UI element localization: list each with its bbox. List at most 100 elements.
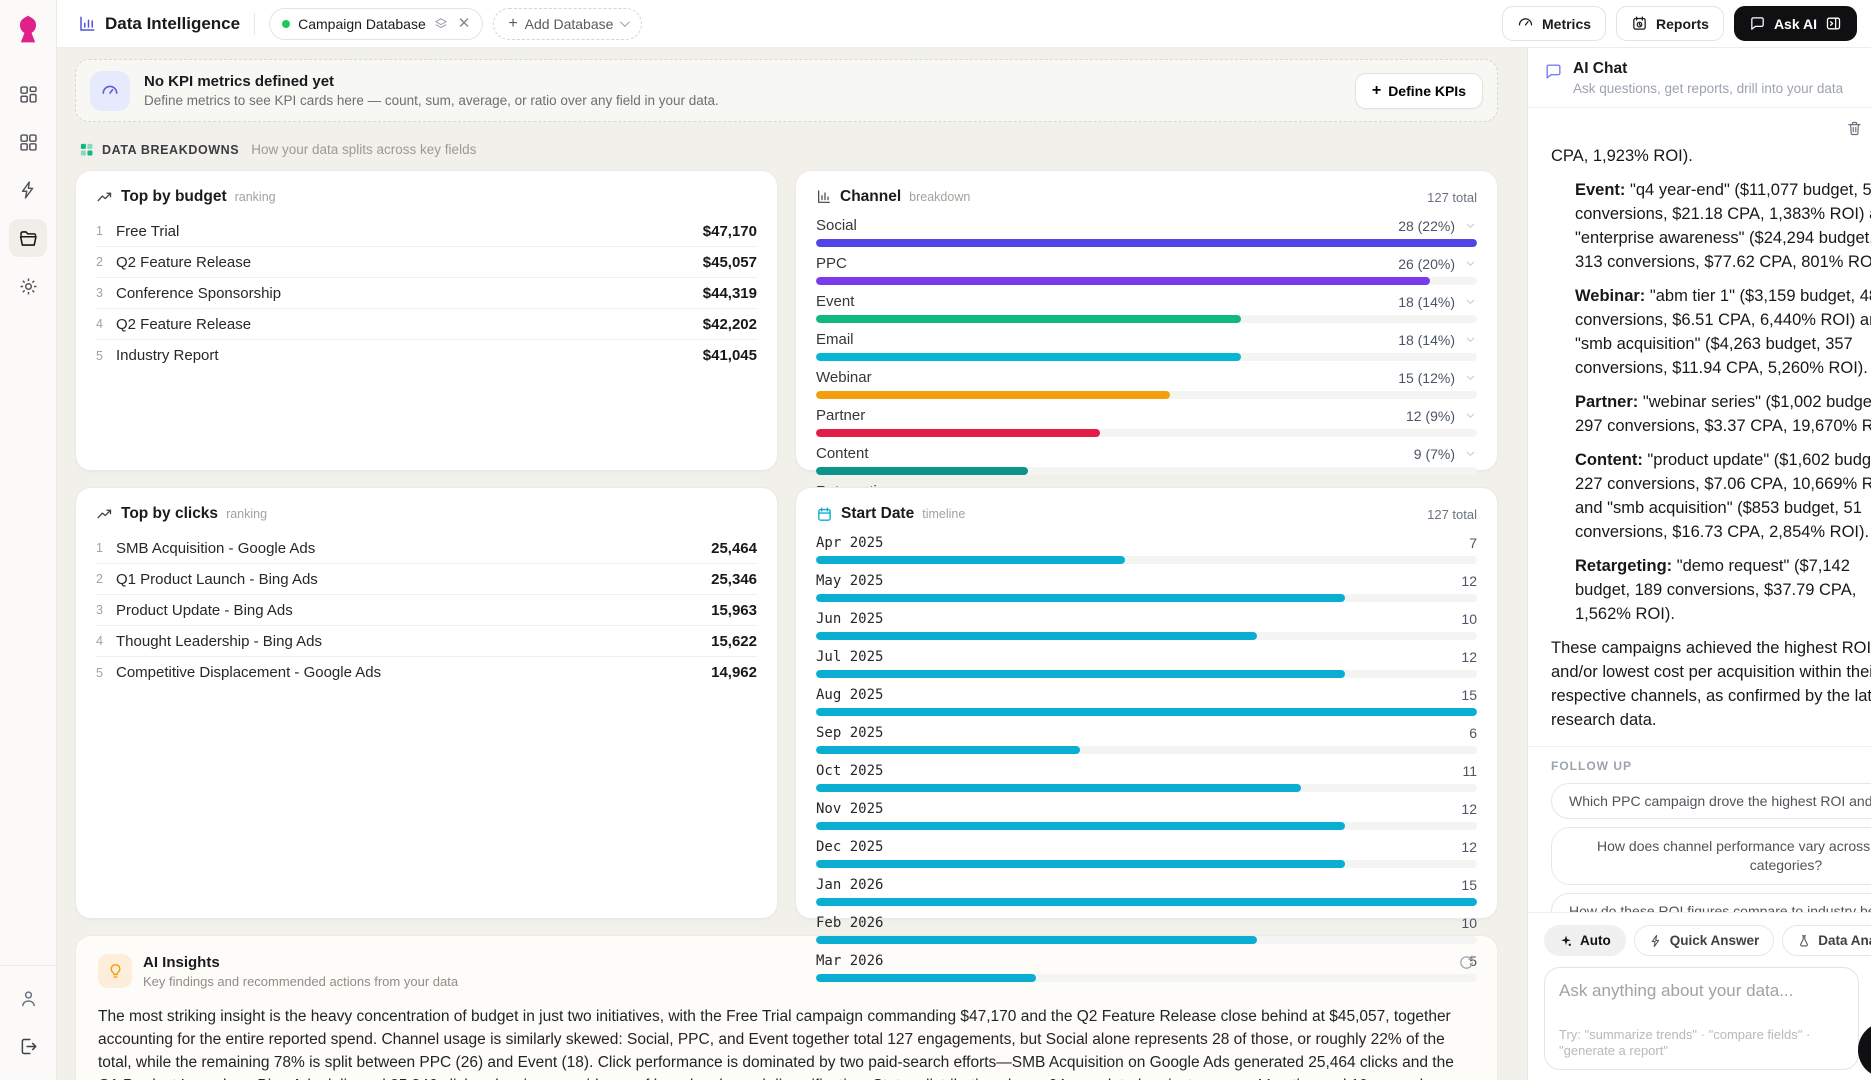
row-value: 15,963 [711, 601, 757, 619]
table-row[interactable]: Content 9 (7%) [816, 444, 1477, 475]
bar-fill [816, 277, 1431, 285]
bar-fill [816, 315, 1242, 323]
table-row[interactable]: 2 Q2 Feature Release $45,057 [96, 247, 757, 278]
table-row[interactable]: Email 18 (14%) [816, 330, 1477, 361]
message-paragraph: Content: "product update" ($1,602 budget… [1551, 448, 1871, 544]
table-row[interactable]: Sep 2025 6 [816, 723, 1477, 754]
row-label: Conference Sponsorship [116, 284, 282, 302]
chat-subtitle: Ask questions, get reports, drill into y… [1573, 81, 1844, 96]
sidebar-item-automations[interactable] [9, 171, 47, 209]
logout-icon[interactable] [9, 1027, 47, 1065]
follow-up-chip[interactable]: Which PPC campaign drove the highest ROI… [1551, 783, 1871, 819]
message-line: Webinar: "abm tier 1" ($3,159 budget, 48… [1575, 287, 1871, 305]
database-pill-label: Campaign Database [298, 15, 426, 32]
table-row[interactable]: 1 Free Trial $47,170 [96, 216, 757, 247]
table-row[interactable]: 4 Q2 Feature Release $42,202 [96, 309, 757, 340]
chat-input[interactable]: Ask anything about your data... Try: "su… [1544, 967, 1859, 1070]
lightbulb-icon [98, 954, 132, 988]
trash-icon[interactable] [1846, 120, 1863, 137]
database-pill[interactable]: Campaign Database ✕ [269, 7, 484, 40]
define-kpis-button[interactable]: + Define KPIs [1354, 72, 1483, 109]
header-divider [254, 12, 256, 35]
row-value: 18 (14%) [1398, 293, 1455, 310]
row-header: Dec 2025 12 [816, 837, 1477, 856]
chevron-down-icon[interactable] [1464, 257, 1477, 270]
mode-chip-quick-answer[interactable]: Quick Answer [1633, 925, 1775, 956]
card-top-by-clicks: Top by clicks ranking 1 SMB Acquisition -… [75, 487, 778, 919]
row-header: May 2025 12 [816, 571, 1477, 590]
table-row[interactable]: Feb 2026 10 [816, 913, 1477, 944]
mode-chip-data-analyst[interactable]: Data Analyst [1782, 925, 1871, 956]
row-label: Thought Leadership - Bing Ads [116, 632, 322, 650]
bar-fill [816, 784, 1301, 792]
chevron-down-icon[interactable] [1464, 295, 1477, 308]
table-row[interactable]: Apr 2025 7 [816, 533, 1477, 564]
plus-icon: + [1371, 81, 1382, 99]
sidebar-item-data[interactable] [9, 219, 47, 257]
table-row[interactable]: 2 Q1 Product Launch - Bing Ads 25,346 [96, 564, 757, 595]
message-line: conversions, $6.51 CPA, 6,440% ROI) and [1575, 311, 1871, 329]
follow-up-chip[interactable]: How does channel performance vary across… [1551, 827, 1871, 885]
bar-fill [816, 860, 1345, 868]
table-row[interactable]: May 2025 12 [816, 571, 1477, 602]
chevron-down-icon[interactable] [1464, 447, 1477, 460]
sidebar-divider [0, 965, 57, 966]
row-label: Oct 2025 [816, 762, 884, 779]
table-row[interactable]: Dec 2025 12 [816, 837, 1477, 868]
table-row[interactable]: 3 Conference Sponsorship $44,319 [96, 278, 757, 309]
message-line: Content: "product update" ($1,602 budget… [1575, 451, 1871, 469]
mode-chip-auto[interactable]: Auto [1544, 925, 1626, 956]
table-row[interactable]: Jun 2025 10 [816, 609, 1477, 640]
refresh-icon[interactable] [1458, 954, 1475, 971]
data-breakdowns-header: DATA BREAKDOWNS How your data splits acr… [79, 142, 1498, 157]
app-logo-icon[interactable] [15, 14, 41, 44]
user-profile-icon[interactable] [9, 979, 47, 1017]
table-row[interactable]: PPC 26 (20%) [816, 254, 1477, 285]
table-row[interactable]: Aug 2025 15 [816, 685, 1477, 716]
table-row[interactable]: Jan 2026 15 [816, 875, 1477, 906]
section-sublabel: How your data splits across key fields [251, 142, 477, 157]
table-row[interactable]: Social 28 (22%) [816, 216, 1477, 247]
table-row[interactable]: Oct 2025 11 [816, 761, 1477, 792]
chevron-down-icon[interactable] [1464, 371, 1477, 384]
table-row[interactable]: Event 18 (14%) [816, 292, 1477, 323]
message-line: research data. [1551, 711, 1657, 729]
table-row[interactable]: Partner 12 (9%) [816, 406, 1477, 437]
follow-up-chip[interactable]: How do these ROI figures compare to indu… [1551, 893, 1871, 912]
voice-input-button[interactable] [1858, 1022, 1871, 1078]
sidebar-item-apps[interactable] [9, 123, 47, 161]
row-label: Content [816, 445, 869, 462]
row-header: Sep 2025 6 [816, 723, 1477, 742]
table-row[interactable]: 4 Thought Leadership - Bing Ads 15,622 [96, 626, 757, 657]
reports-button[interactable]: Reports [1616, 6, 1724, 41]
bar-track [816, 556, 1477, 564]
sidebar-item-dashboard[interactable] [9, 75, 47, 113]
ask-ai-button[interactable]: Ask AI [1733, 6, 1857, 41]
page-title: Data Intelligence [78, 14, 240, 34]
table-row[interactable]: Webinar 15 (12%) [816, 368, 1477, 399]
chevron-down-icon[interactable] [1464, 409, 1477, 422]
trending-up-icon [96, 506, 113, 523]
chevron-down-icon[interactable] [1464, 333, 1477, 346]
row-header: Nov 2025 12 [816, 799, 1477, 818]
row-value: 9 (7%) [1413, 445, 1455, 462]
sidebar-item-settings[interactable] [9, 267, 47, 305]
add-database-button[interactable]: + Add Database [493, 7, 643, 40]
table-row[interactable]: 5 Competitive Displacement - Google Ads 14… [96, 657, 757, 688]
table-row[interactable]: 3 Product Update - Bing Ads 15,963 [96, 595, 757, 626]
row-label: Dec 2025 [816, 838, 884, 855]
close-icon[interactable]: ✕ [457, 15, 471, 32]
chevron-down-icon[interactable] [1464, 219, 1477, 232]
top-header: Data Intelligence Campaign Database ✕ + … [57, 0, 1871, 48]
table-row[interactable]: 5 Industry Report $41,045 [96, 340, 757, 371]
metrics-button[interactable]: Metrics [1502, 6, 1607, 41]
row-value: 25,464 [711, 539, 757, 557]
insights-subtitle: Key findings and recommended actions fro… [143, 974, 459, 989]
bar-fill [816, 556, 1125, 564]
table-row[interactable]: Nov 2025 12 [816, 799, 1477, 830]
table-row[interactable]: Mar 2026 5 [816, 951, 1477, 982]
gauge-icon [1517, 15, 1534, 32]
table-row[interactable]: Jul 2025 12 [816, 647, 1477, 678]
table-row[interactable]: 1 SMB Acquisition - Google Ads 25,464 [96, 533, 757, 564]
message-line: "smb acquisition" ($4,263 budget, 357 [1575, 335, 1853, 353]
